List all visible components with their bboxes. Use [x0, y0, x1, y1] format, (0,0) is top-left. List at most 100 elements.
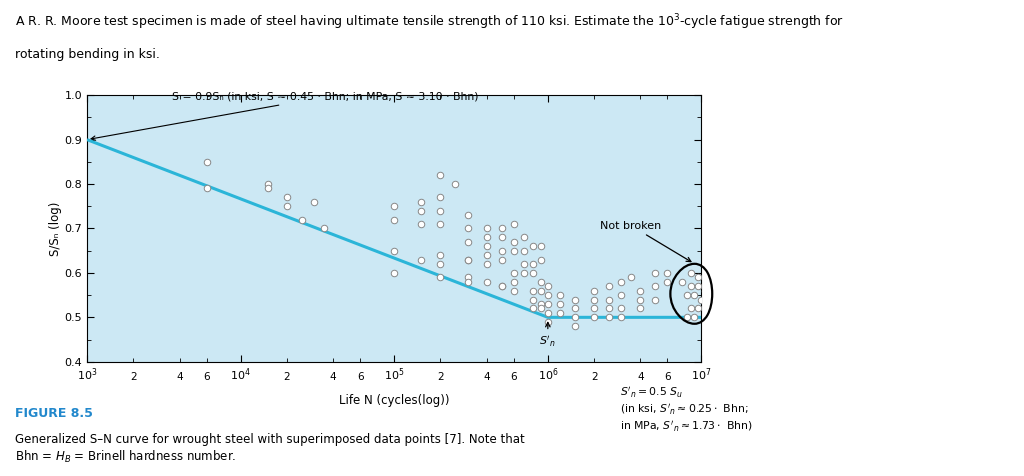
Point: [586, 305, 602, 312]
Point: [306, 198, 323, 206]
Text: Not broken: Not broken: [600, 221, 691, 262]
Point: [696, 287, 713, 295]
Point: [279, 194, 295, 201]
Point: [524, 260, 541, 268]
Text: 4: 4: [176, 372, 183, 382]
Point: [494, 247, 510, 255]
Point: [613, 291, 630, 299]
Point: [524, 287, 541, 295]
Text: S = 0.9Sₙ (in ksi, S ≈ 0.45 · Bhn; in MPa, S ≈ 3.10 · Bhn): S = 0.9Sₙ (in ksi, S ≈ 0.45 · Bhn; in MP…: [91, 92, 478, 140]
Point: [632, 296, 648, 303]
X-axis label: Life N (cycles(log)): Life N (cycles(log)): [339, 394, 450, 407]
Point: [516, 247, 532, 255]
Point: [686, 291, 702, 299]
Point: [478, 251, 495, 259]
Point: [613, 314, 630, 321]
Point: [540, 318, 556, 326]
Text: 6: 6: [203, 372, 210, 382]
Point: [586, 314, 602, 321]
Point: [516, 269, 532, 277]
Point: [532, 287, 549, 295]
Point: [647, 296, 664, 303]
Point: [690, 274, 707, 281]
Point: [682, 269, 698, 277]
Point: [586, 287, 602, 295]
Point: [532, 305, 549, 312]
Point: [506, 247, 522, 255]
Point: [632, 287, 648, 295]
Point: [506, 269, 522, 277]
Point: [516, 234, 532, 241]
Point: [494, 225, 510, 232]
Point: [524, 305, 541, 312]
Point: [540, 309, 556, 317]
Point: [524, 242, 541, 250]
Point: [460, 256, 476, 263]
Point: [552, 291, 568, 299]
Point: [386, 247, 402, 255]
Point: [494, 282, 510, 290]
Point: [532, 300, 549, 308]
Point: [601, 305, 617, 312]
Point: [478, 278, 495, 286]
Point: [413, 207, 429, 215]
Point: [413, 256, 429, 263]
Point: [432, 274, 449, 281]
Point: [279, 202, 295, 210]
Point: [413, 198, 429, 206]
Point: [566, 296, 583, 303]
Point: [460, 256, 476, 263]
Point: [447, 180, 464, 188]
Point: [659, 269, 676, 277]
Point: [460, 211, 476, 219]
Text: 4: 4: [330, 372, 337, 382]
Point: [566, 314, 583, 321]
Point: [432, 220, 449, 228]
Point: [199, 158, 215, 166]
Point: [678, 291, 694, 299]
Point: [682, 282, 698, 290]
Text: FIGURE 8.5: FIGURE 8.5: [15, 407, 93, 420]
Text: 6: 6: [510, 372, 517, 382]
Point: [506, 287, 522, 295]
Point: [316, 225, 333, 232]
Point: [494, 282, 510, 290]
Point: [478, 260, 495, 268]
Point: [432, 207, 449, 215]
Point: [532, 256, 549, 263]
Text: 2: 2: [284, 372, 290, 382]
Point: [259, 185, 275, 192]
Point: [199, 185, 215, 192]
Point: [386, 269, 402, 277]
Point: [674, 278, 690, 286]
Point: [613, 278, 630, 286]
Point: [494, 256, 510, 263]
Point: [659, 278, 676, 286]
Point: [478, 234, 495, 241]
Point: [532, 242, 549, 250]
Point: [601, 296, 617, 303]
Point: [693, 296, 710, 303]
Point: [540, 300, 556, 308]
Point: [524, 269, 541, 277]
Y-axis label: S/Sₙ (log): S/Sₙ (log): [49, 201, 61, 256]
Point: [540, 291, 556, 299]
Point: [624, 274, 640, 281]
Point: [494, 234, 510, 241]
Point: [478, 225, 495, 232]
Text: 2: 2: [437, 372, 443, 382]
Point: [566, 322, 583, 330]
Point: [386, 216, 402, 223]
Point: [460, 274, 476, 281]
Point: [432, 260, 449, 268]
Point: [432, 171, 449, 179]
Text: 6: 6: [664, 372, 671, 382]
Point: [478, 242, 495, 250]
Point: [432, 194, 449, 201]
Text: 4: 4: [483, 372, 490, 382]
Text: A R. R. Moore test specimen is made of steel having ultimate tensile strength of: A R. R. Moore test specimen is made of s…: [15, 12, 845, 31]
Point: [432, 251, 449, 259]
Point: [516, 260, 532, 268]
Point: [386, 202, 402, 210]
Point: [506, 238, 522, 246]
